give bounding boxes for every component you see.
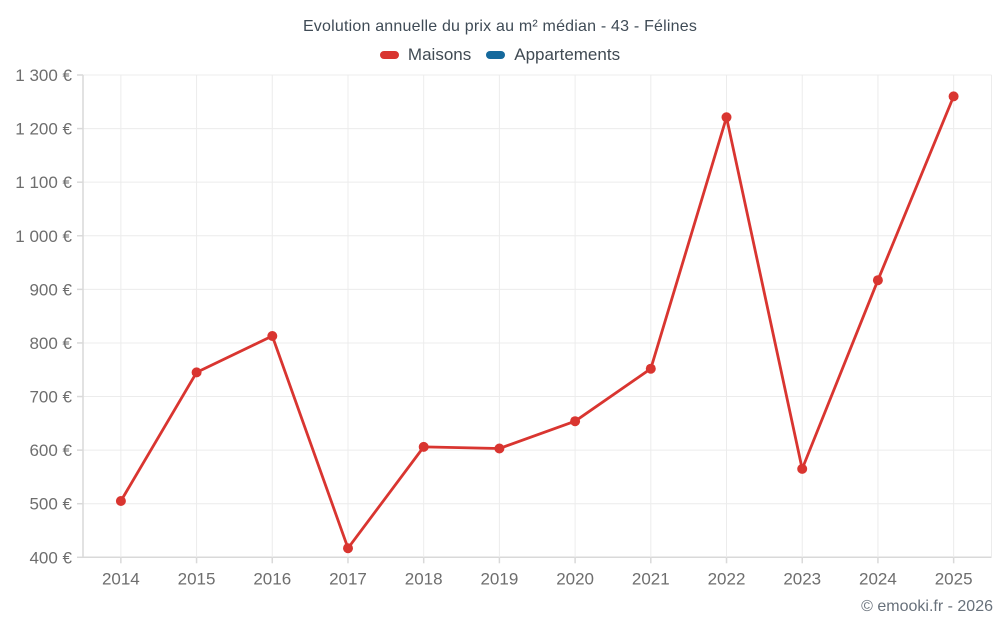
x-axis-label: 2020 — [556, 569, 594, 588]
y-axis-label: 800 € — [29, 334, 72, 353]
maisons-series-swatch-icon — [379, 51, 399, 59]
maisons-point-2014[interactable] — [115, 496, 126, 506]
x-axis-label: 2022 — [708, 569, 746, 588]
x-axis-label: 2016 — [253, 569, 291, 588]
maisons-point-2022[interactable] — [721, 112, 732, 123]
x-axis-label: 2025 — [935, 569, 973, 588]
x-axis-label: 2017 — [329, 569, 367, 588]
chart-legend: Maisons Appartements — [0, 45, 1000, 65]
footer-credit: © emooki.fr - 2026 — [861, 598, 993, 615]
y-axis-label: 1 300 € — [15, 66, 72, 85]
maisons-point-2024[interactable] — [872, 275, 883, 286]
x-axis-label: 2014 — [102, 569, 140, 588]
y-axis-label: 1 000 € — [15, 227, 72, 246]
y-axis-label: 1 100 € — [15, 173, 72, 192]
x-axis-label: 2018 — [405, 569, 443, 588]
y-axis-label: 900 € — [29, 280, 72, 299]
maisons-point-2025[interactable] — [948, 91, 959, 102]
legend-item-appartements[interactable]: Appartements — [486, 45, 620, 65]
maisons-point-2021[interactable] — [645, 363, 656, 374]
legend-label-appartements: Appartements — [514, 45, 621, 64]
y-axis-label: 700 € — [29, 388, 72, 407]
y-axis-label: 1 200 € — [15, 120, 72, 139]
maisons-point-2020[interactable] — [570, 416, 581, 427]
x-axis-label: 2021 — [632, 569, 670, 588]
legend-item-maisons[interactable]: Maisons — [379, 45, 472, 65]
y-axis-label: 500 € — [29, 495, 72, 514]
x-axis-label: 2024 — [859, 569, 897, 588]
x-axis-label: 2023 — [783, 569, 821, 588]
y-axis-label: 400 € — [29, 548, 72, 567]
y-axis-label: 600 € — [29, 441, 72, 460]
chart-title: Evolution annuelle du prix au m² médian … — [302, 18, 698, 35]
x-axis-label: 2015 — [178, 569, 216, 588]
maisons-point-2015[interactable] — [191, 367, 202, 378]
maisons-point-2016[interactable] — [267, 331, 278, 341]
x-axis-label: 2019 — [480, 569, 518, 588]
appartements-series-swatch-icon — [486, 51, 506, 59]
maisons-point-2019[interactable] — [494, 443, 505, 454]
maisons-point-2018[interactable] — [418, 441, 429, 452]
legend-label-maisons: Maisons — [407, 45, 472, 64]
maisons-line — [119, 95, 955, 550]
maisons-point-2017[interactable] — [343, 543, 353, 554]
maisons-point-2023[interactable] — [797, 463, 808, 474]
